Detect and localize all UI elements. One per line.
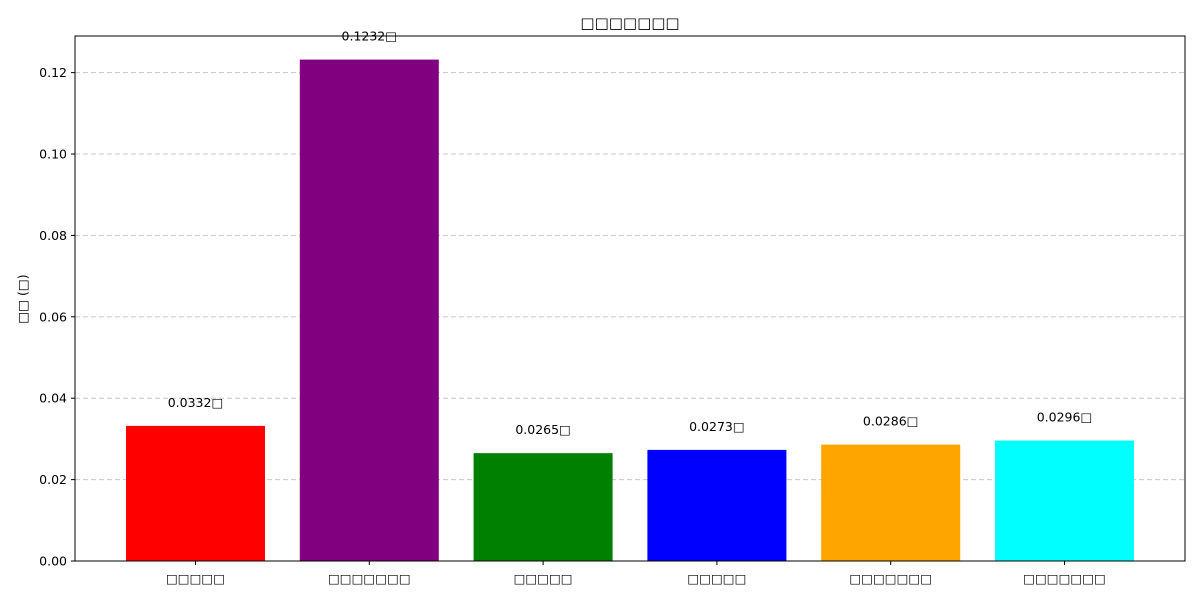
- y-tick-label: 0.06: [39, 309, 67, 324]
- x-category-label: □□□□□: [514, 571, 573, 586]
- y-axis-label: □□ (□): [15, 274, 30, 323]
- x-category-label: □□□□□□□: [328, 571, 411, 586]
- bar-value-label: 0.0296□: [1037, 410, 1093, 425]
- chart-title: □□□□□□□: [580, 14, 679, 32]
- x-category-label: □□□□□: [166, 571, 225, 586]
- bar: [126, 425, 265, 561]
- bar: [647, 449, 787, 561]
- bar-layer: 0.0332□0.1232□0.0265□ 0.0273□ 0.0286□ 0.029…: [126, 29, 1134, 562]
- y-tick-label: 0.08: [39, 228, 67, 243]
- y-tick-label: 0.12: [39, 65, 67, 80]
- bar: [299, 59, 439, 562]
- y-tick-label: 0.10: [39, 147, 67, 162]
- bar-value-label: 0.0265□: [515, 422, 571, 437]
- bar: [473, 453, 613, 561]
- bar: [821, 444, 961, 561]
- x-category-label: □□□□□□□: [849, 571, 932, 586]
- x-category-label: □□□□□□□: [1023, 571, 1106, 586]
- bar-value-label: 0.0286□: [863, 414, 919, 429]
- y-tick-label: 0.00: [39, 554, 67, 569]
- bar-value-label: 0.0273□: [689, 419, 745, 434]
- grid-layer: [75, 72, 1185, 481]
- x-category-label: □□□□□: [687, 571, 746, 586]
- y-tick-label: 0.04: [39, 391, 67, 406]
- axis-layer: 0.000.020.040.060.080.100.12□□□□□ □□□□□□□…: [39, 65, 1106, 586]
- bar-value-label: 0.0332□: [168, 395, 224, 410]
- y-tick-label: 0.02: [39, 472, 67, 487]
- plot-frame: [74, 35, 1186, 562]
- bar: [995, 440, 1134, 561]
